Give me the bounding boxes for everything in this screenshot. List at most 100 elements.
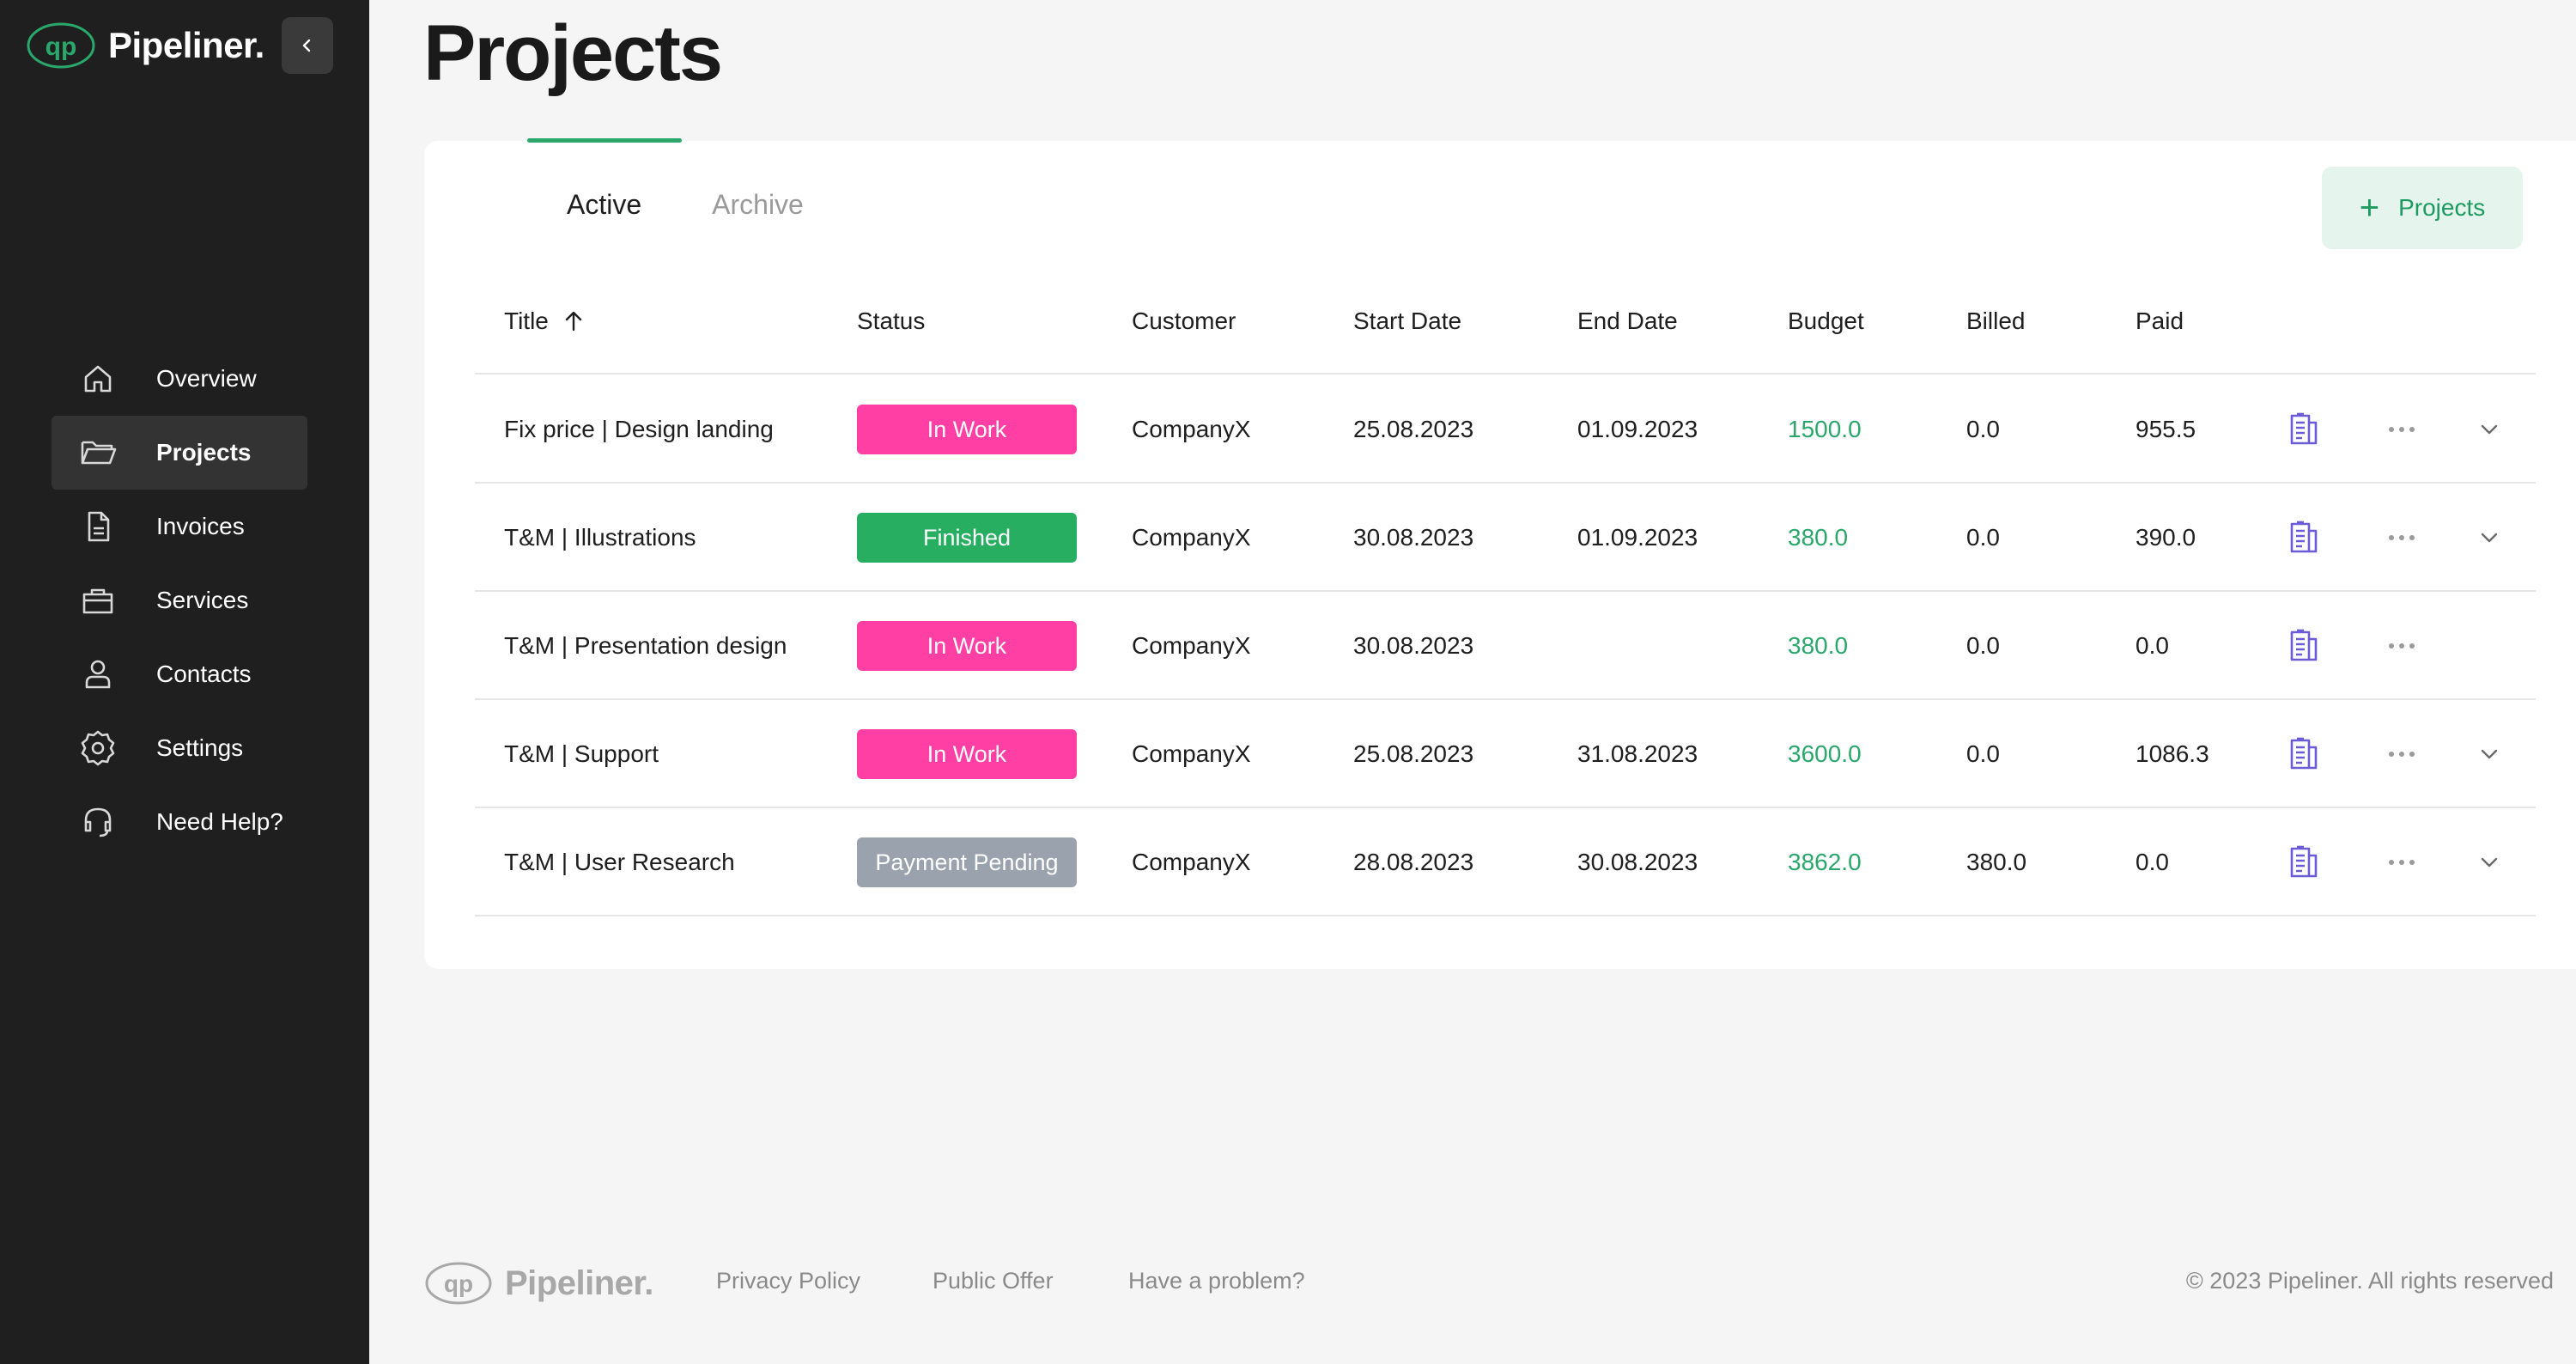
cell-budget: 3600.0 [1788, 740, 1862, 767]
table-row[interactable]: T&M | Presentation design CompanyX 30.08.2… [475, 592, 2536, 700]
svg-text:qp: qp [46, 33, 77, 61]
cell-billed: 0.0 [1966, 632, 2000, 659]
cell-title: T&M | Illustrations [504, 524, 696, 551]
chevron-left-icon [302, 39, 311, 52]
cell-customer: CompanyX [1132, 849, 1251, 875]
folder-icon [77, 432, 118, 473]
privacy-policy-link[interactable]: Privacy Policy [716, 1268, 861, 1294]
cell-end-date: 01.09.2023 [1577, 524, 1698, 551]
projects-card [424, 141, 2576, 969]
column-header-start-date[interactable]: Start Date [1353, 308, 1462, 334]
cell-budget: 1500.0 [1788, 416, 1862, 442]
cell-end-date: 30.08.2023 [1577, 849, 1698, 875]
cell-start-date: 25.08.2023 [1353, 416, 1474, 442]
status-badge: Finished [857, 513, 1077, 563]
invoice-icon[interactable] [2283, 484, 2324, 592]
app-name: Pipeliner. [108, 25, 264, 65]
sort-ascending-icon [565, 311, 582, 332]
chevron-down-icon[interactable] [2469, 484, 2510, 592]
column-header-label: Title [504, 308, 549, 334]
user-icon [77, 654, 118, 695]
column-header-status[interactable]: Status [857, 308, 926, 334]
sidebar-nav: Overview Projects Invoices Services Cont… [52, 342, 307, 859]
sidebar: qp Pipeliner. Overview Projects Invoices [0, 0, 369, 1364]
invoice-icon[interactable] [2283, 592, 2324, 700]
cell-status: In Work [857, 592, 1077, 700]
table-row[interactable]: T&M | Support CompanyX 25.08.2023 31.08.202… [475, 700, 2536, 808]
tab-archive[interactable]: Archive [712, 189, 804, 220]
sidebar-item-label: Need Help? [156, 808, 283, 835]
more-options-icon[interactable] [2381, 700, 2422, 808]
table-header: Title Status Customer Start Date End Dat… [475, 283, 2536, 374]
more-options-icon[interactable] [2381, 808, 2422, 916]
sidebar-item-label: Invoices [156, 513, 245, 539]
collapse-sidebar-button[interactable] [282, 17, 333, 74]
cell-paid: 0.0 [2136, 632, 2169, 659]
invoice-icon[interactable] [2283, 808, 2324, 916]
table-row[interactable]: T&M | User Research CompanyX 28.08.2023 30.… [475, 808, 2536, 916]
chevron-down-icon[interactable] [2469, 808, 2510, 916]
sidebar-item-invoices[interactable]: Invoices [52, 490, 307, 563]
sidebar-item-projects[interactable]: Projects [52, 416, 307, 490]
table-row[interactable]: T&M | Illustrations CompanyX 30.08.2023 01.… [475, 484, 2536, 592]
cell-paid: 390.0 [2136, 524, 2196, 551]
sidebar-item-overview[interactable]: Overview [52, 342, 307, 416]
cell-customer: CompanyX [1132, 632, 1251, 659]
cell-budget: 380.0 [1788, 524, 1849, 551]
sidebar-item-settings[interactable]: Settings [52, 711, 307, 785]
cell-status: In Work [857, 375, 1077, 484]
column-header-budget[interactable]: Budget [1788, 308, 1864, 334]
sidebar-item-need-help[interactable]: Need Help? [52, 785, 307, 859]
column-header-customer[interactable]: Customer [1132, 308, 1236, 334]
sidebar-item-contacts[interactable]: Contacts [52, 637, 307, 711]
column-header-end-date[interactable]: End Date [1577, 308, 1678, 334]
chevron-down-icon[interactable] [2469, 700, 2510, 808]
active-tab-indicator [527, 138, 682, 143]
cell-start-date: 30.08.2023 [1353, 524, 1474, 551]
status-badge: In Work [857, 405, 1077, 454]
cell-title: T&M | Support [504, 740, 659, 767]
cell-budget: 380.0 [1788, 632, 1849, 659]
footer-app-name: Pipeliner. [505, 1264, 653, 1302]
cell-paid: 1086.3 [2136, 740, 2209, 767]
footer-logo[interactable]: qp Pipeliner. [424, 1259, 653, 1307]
invoice-icon[interactable] [2283, 700, 2324, 808]
cell-billed: 0.0 [1966, 416, 2000, 442]
cell-billed: 380.0 [1966, 849, 2027, 875]
cell-billed: 0.0 [1966, 524, 2000, 551]
tab-bar: Active Archive [567, 189, 804, 221]
cell-customer: CompanyX [1132, 416, 1251, 442]
invoice-icon[interactable] [2283, 375, 2324, 484]
cell-status: Payment Pending [857, 808, 1077, 916]
svg-text:qp: qp [444, 1270, 473, 1297]
cell-start-date: 28.08.2023 [1353, 849, 1474, 875]
plus-icon: + [2359, 189, 2380, 227]
column-header-title[interactable]: Title [504, 308, 586, 335]
status-badge: Payment Pending [857, 837, 1077, 887]
cell-end-date: 01.09.2023 [1577, 416, 1698, 442]
chevron-down-icon[interactable] [2469, 375, 2510, 484]
pipeliner-logo-icon: qp [425, 1262, 492, 1305]
tab-active[interactable]: Active [567, 189, 642, 220]
cell-paid: 0.0 [2136, 849, 2169, 875]
more-options-icon[interactable] [2381, 375, 2422, 484]
column-header-paid[interactable]: Paid [2136, 308, 2184, 334]
page-title: Projects [423, 9, 723, 97]
more-options-icon[interactable] [2381, 484, 2422, 592]
cell-customer: CompanyX [1132, 740, 1251, 767]
cell-paid: 955.5 [2136, 416, 2196, 442]
more-options-icon[interactable] [2381, 592, 2422, 700]
sidebar-item-label: Services [156, 587, 249, 613]
home-icon [77, 358, 118, 399]
public-offer-link[interactable]: Public Offer [933, 1268, 1054, 1294]
cell-start-date: 25.08.2023 [1353, 740, 1474, 767]
column-header-billed[interactable]: Billed [1966, 308, 2026, 334]
cell-customer: CompanyX [1132, 524, 1251, 551]
cell-status: Finished [857, 484, 1077, 592]
cell-title: Fix price | Design landing [504, 416, 774, 442]
app-logo[interactable]: qp Pipeliner. [26, 17, 264, 74]
sidebar-item-services[interactable]: Services [52, 563, 307, 637]
add-project-button[interactable]: + Projects [2322, 167, 2523, 249]
table-row[interactable]: Fix price | Design landing CompanyX 25.08.… [475, 375, 2536, 484]
have-a-problem-link[interactable]: Have a problem? [1128, 1268, 1305, 1294]
